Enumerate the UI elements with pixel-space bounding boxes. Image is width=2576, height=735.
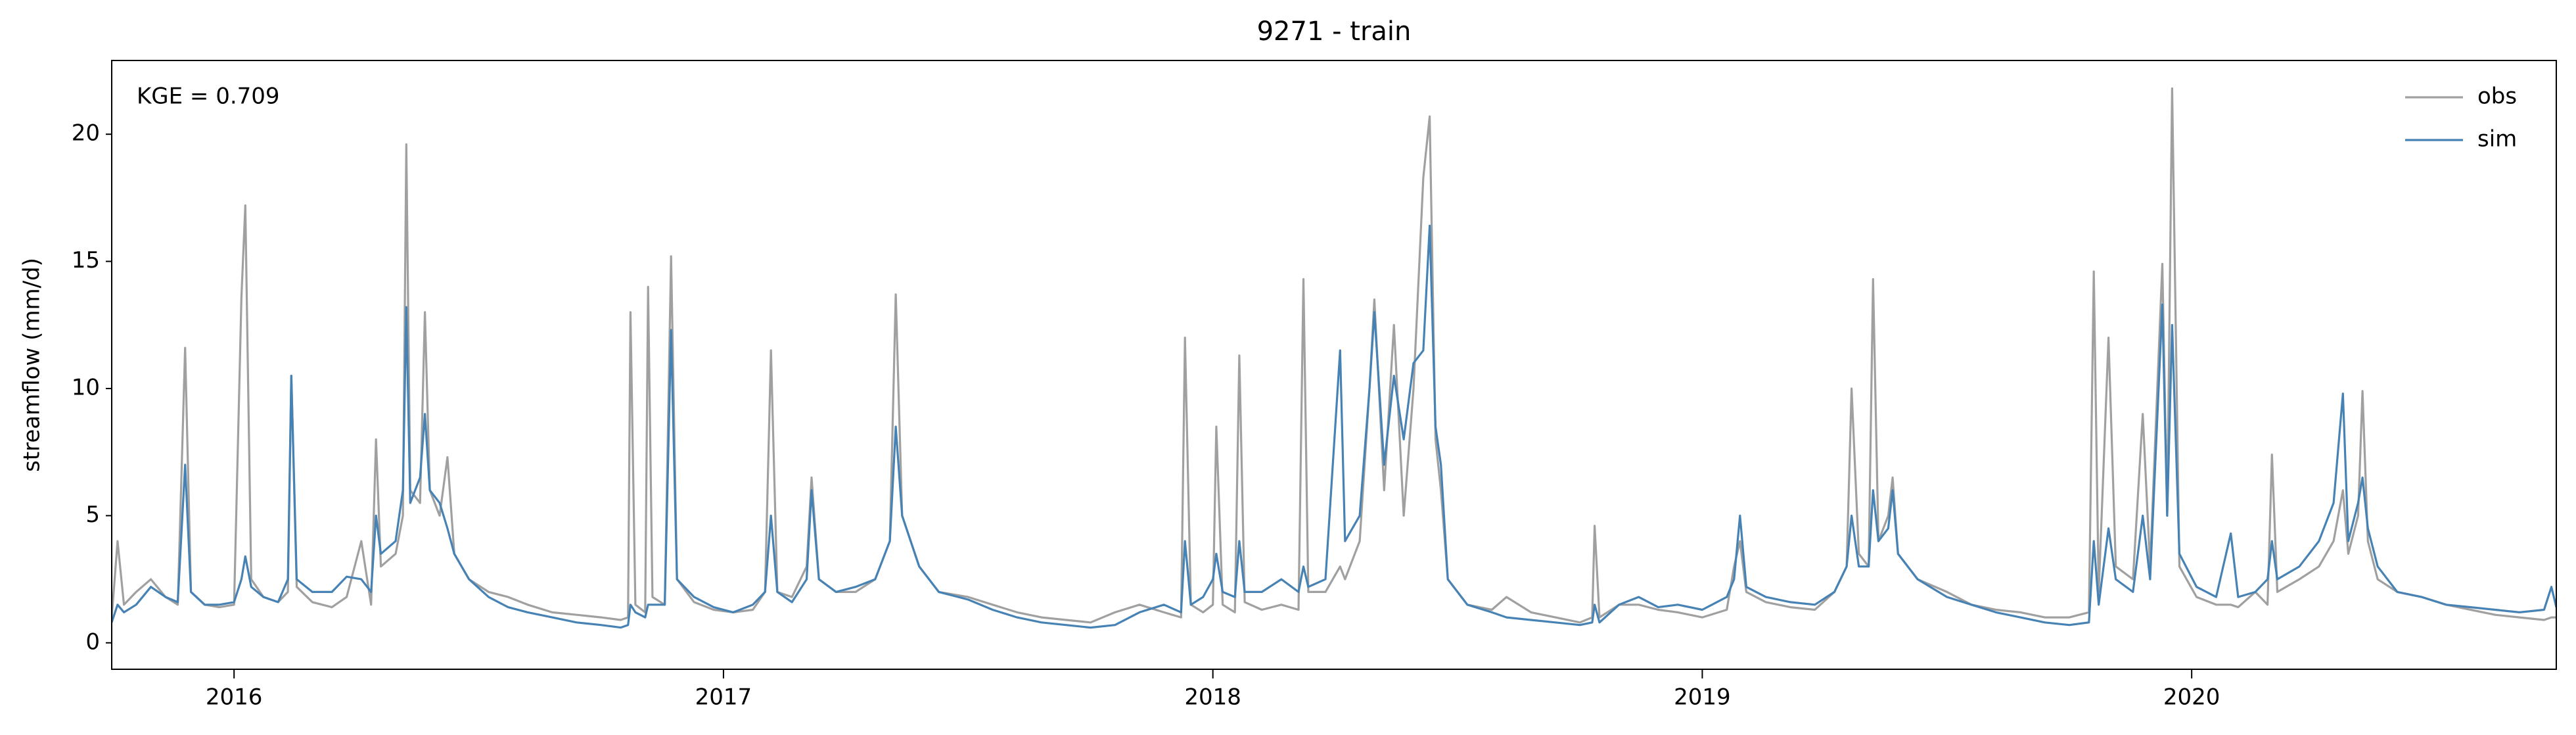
annotation: KGE = 0.709 <box>137 83 280 110</box>
y-tick-label: 15 <box>72 247 100 273</box>
x-tick-label: 2019 <box>1674 684 1731 711</box>
x-tick-label: 2016 <box>206 684 263 711</box>
series-line <box>112 87 2556 624</box>
plot-frame <box>111 60 2557 670</box>
legend-label: obs <box>2477 83 2517 110</box>
y-tick-label: 10 <box>72 374 100 400</box>
x-tick-label: 2020 <box>2163 684 2220 711</box>
y-tick-label: 0 <box>85 628 100 655</box>
chart-title: 9271 - train <box>1257 16 1412 47</box>
y-tick-label: 5 <box>85 502 100 528</box>
x-tick-label: 2017 <box>695 684 752 711</box>
y-tick-label: 20 <box>72 120 100 147</box>
y-axis-label: streamflow (mm/d) <box>19 258 45 472</box>
legend-label: sim <box>2477 126 2517 153</box>
series-line <box>112 224 2556 629</box>
x-tick-label: 2018 <box>1184 684 1241 711</box>
